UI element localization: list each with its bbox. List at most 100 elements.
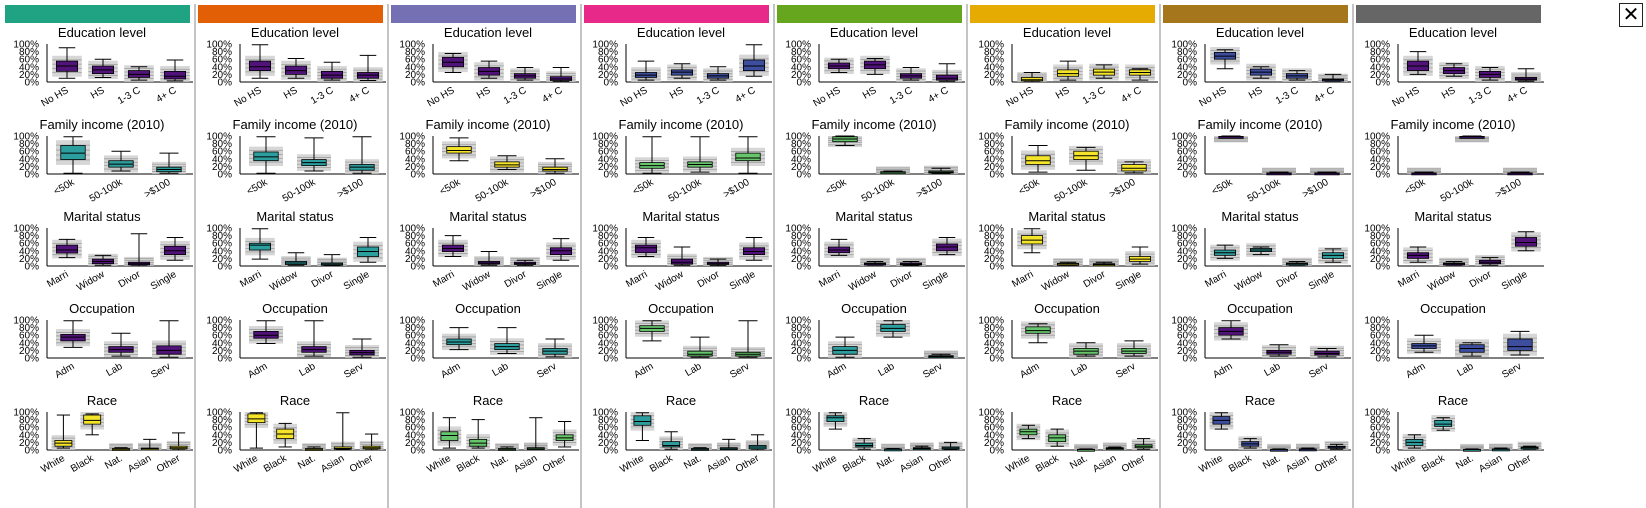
- y-tick-label: 0%: [411, 354, 426, 365]
- panel-race: Race 100%80%60%40%20%0%White Black Nat. Asia…: [1171, 393, 1351, 475]
- category-label: White: [1390, 453, 1418, 476]
- panel-title: Family income (2010): [1198, 117, 1323, 132]
- category-label: No HS: [1197, 85, 1228, 109]
- y-tick-label: 40%: [791, 430, 811, 441]
- y-tick-label: 20%: [598, 438, 618, 449]
- box: [60, 145, 86, 160]
- y-tick-label: 100%: [785, 408, 811, 419]
- y-tick-label: 100%: [592, 224, 618, 235]
- y-tick-label: 100%: [399, 224, 425, 235]
- box: [248, 60, 272, 71]
- panel-title: Family income (2010): [812, 117, 937, 132]
- y-tick-label: 80%: [1177, 415, 1197, 426]
- y-tick-label: 40%: [598, 338, 618, 349]
- category-label: Other: [734, 453, 762, 475]
- y-tick-label: 20%: [19, 254, 39, 265]
- y-tick-label: 20%: [1177, 254, 1197, 265]
- panel-title: Family income (2010): [233, 117, 358, 132]
- panel-title: Marital status: [642, 209, 720, 224]
- y-tick-label: 60%: [1370, 147, 1390, 158]
- y-tick-label: 20%: [19, 70, 39, 81]
- category-label: 4+ C: [1312, 85, 1336, 105]
- ghost-box: [876, 166, 910, 174]
- y-tick-label: 0%: [990, 170, 1005, 181]
- category-label: 1-3 C: [1081, 85, 1108, 107]
- y-tick-label: 100%: [13, 132, 39, 143]
- category-label: Divor: [1468, 269, 1494, 291]
- y-tick-label: 80%: [984, 139, 1004, 150]
- panel-education: Education level 100%80%60%40%20%0%No HS HS…: [13, 25, 193, 109]
- y-tick-label: 100%: [206, 40, 232, 51]
- panel-race: Race 100%80%60%40%20%0%White Black Nat. Asia…: [785, 393, 965, 475]
- panel-income: Family income (2010)100%80%60%40%20%0% <5…: [13, 117, 193, 205]
- panel-title: Family income (2010): [426, 117, 551, 132]
- category-label: Widow: [75, 269, 107, 294]
- y-tick-label: 20%: [984, 70, 1004, 81]
- category-label: 1-3 C: [888, 85, 915, 107]
- y-tick-label: 60%: [791, 147, 811, 158]
- y-tick-label: 100%: [1364, 316, 1390, 327]
- cluster-color-bar: [1163, 5, 1348, 23]
- ghost-box: [1262, 167, 1296, 174]
- category-label: White: [39, 453, 67, 476]
- category-label: Divor: [1082, 269, 1108, 291]
- category-label: >$100: [915, 177, 945, 201]
- category-label: 50-100k: [474, 177, 512, 205]
- y-tick-label: 60%: [19, 331, 39, 342]
- category-label: Nat.: [103, 453, 124, 472]
- y-tick-label: 20%: [791, 254, 811, 265]
- category-label: Serv: [728, 361, 751, 381]
- y-tick-label: 0%: [25, 170, 40, 181]
- category-label: No HS: [1390, 85, 1421, 109]
- y-tick-label: 0%: [990, 262, 1005, 273]
- panel-occupation: Occupation 100%80%60%40%20%0% Adm Lab Serv: [1171, 301, 1351, 381]
- box: [163, 70, 187, 80]
- panel-income: Family income (2010)100%80%60%40%20%0% <5…: [592, 117, 772, 205]
- y-tick-label: 20%: [405, 70, 425, 81]
- category-label: Lab: [1263, 361, 1283, 379]
- category-label: Other: [1120, 453, 1148, 475]
- y-tick-label: 20%: [598, 346, 618, 357]
- panel-marital: Marital status 100%80%60%40%20%0% Marri Wid…: [206, 209, 386, 294]
- y-tick-label: 80%: [212, 323, 232, 334]
- y-tick-label: 100%: [1364, 224, 1390, 235]
- box: [83, 414, 102, 425]
- y-tick-label: 100%: [399, 316, 425, 327]
- y-tick-label: 0%: [1183, 446, 1198, 457]
- category-label: Other: [1313, 453, 1341, 475]
- y-tick-label: 100%: [785, 224, 811, 235]
- panel-income: Family income (2010)100%80%60%40%20%0% <5…: [206, 117, 386, 205]
- y-tick-label: 40%: [19, 338, 39, 349]
- y-tick-label: 0%: [1183, 262, 1198, 273]
- box: [446, 146, 472, 154]
- y-tick-label: 40%: [598, 154, 618, 165]
- y-tick-label: 80%: [212, 415, 232, 426]
- panel-occupation: Occupation 100%80%60%40%20%0% Adm Lab Serv: [399, 301, 579, 381]
- y-tick-label: 40%: [598, 62, 618, 73]
- category-label: White: [1197, 453, 1225, 476]
- category-label: Black: [262, 453, 290, 475]
- close-button[interactable]: ✕: [1619, 3, 1643, 27]
- box: [1020, 77, 1044, 82]
- y-tick-label: 60%: [984, 55, 1004, 66]
- category-label: Widow: [1040, 269, 1072, 294]
- y-tick-label: 0%: [797, 354, 812, 365]
- category-label: Black: [455, 453, 483, 475]
- box: [440, 431, 459, 441]
- y-tick-label: 0%: [1183, 354, 1198, 365]
- panel-title: Education level: [1216, 25, 1304, 40]
- y-tick-label: 60%: [791, 423, 811, 434]
- panel-title: Race: [280, 393, 310, 408]
- category-label: Nat.: [875, 453, 896, 472]
- ghost-box: [1407, 167, 1441, 174]
- category-label: HS: [89, 85, 107, 102]
- category-label: 4+ C: [1119, 85, 1143, 105]
- y-tick-label: 100%: [399, 408, 425, 419]
- y-tick-label: 60%: [1370, 239, 1390, 250]
- y-tick-label: 100%: [1171, 224, 1197, 235]
- panel-title: Race: [87, 393, 117, 408]
- category-label: Single: [921, 269, 951, 293]
- y-tick-label: 40%: [212, 246, 232, 257]
